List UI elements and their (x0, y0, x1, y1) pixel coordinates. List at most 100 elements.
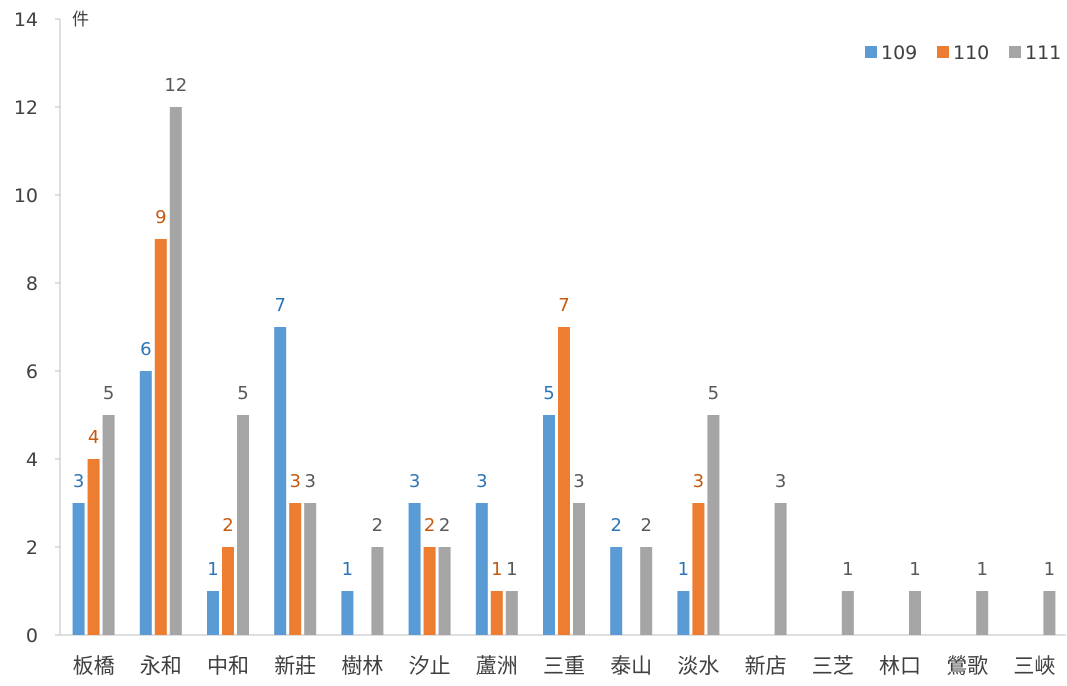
y-tick-label: 4 (26, 449, 38, 471)
bar-series-109 (341, 591, 354, 635)
bar-series-111 (573, 503, 585, 635)
x-tick-label: 泰山 (610, 654, 652, 678)
y-tick-label: 10 (14, 185, 38, 207)
bar-series-111 (640, 547, 653, 635)
x-tick-label: 三芝 (812, 654, 854, 678)
data-label-series-109: 1 (678, 559, 689, 580)
data-label-series-110: 1 (491, 559, 502, 580)
data-label-series-111: 2 (439, 515, 450, 536)
data-label-series-109: 1 (342, 559, 353, 580)
data-label-series-111: 2 (372, 515, 383, 536)
data-label-series-111: 5 (103, 383, 114, 404)
legend-swatch-111 (1009, 46, 1021, 58)
bar-series-109 (475, 503, 488, 635)
data-label-series-111: 3 (304, 471, 315, 492)
data-label-series-111: 12 (164, 75, 187, 96)
data-label-series-110: 3 (289, 471, 300, 492)
bar-series-110 (222, 547, 234, 635)
bar-series-109 (72, 503, 85, 635)
bar-series-111 (371, 547, 384, 635)
bar-series-110 (490, 591, 503, 635)
bar-series-110 (692, 503, 705, 635)
data-label-series-109: 5 (543, 383, 554, 404)
legend-label-111: 111 (1025, 42, 1061, 64)
x-tick-label: 林口 (879, 654, 921, 678)
data-label-series-109: 3 (73, 471, 84, 492)
data-label-series-110: 4 (88, 427, 99, 448)
x-tick-label: 樹林 (341, 654, 383, 678)
bar-series-109 (274, 327, 287, 635)
bar-series-111 (707, 415, 720, 635)
x-tick-label: 淡水 (677, 654, 719, 678)
data-label-series-111: 3 (573, 471, 584, 492)
bar-series-109 (543, 415, 555, 635)
data-label-series-109: 3 (476, 471, 487, 492)
x-tick-label: 永和 (140, 654, 182, 678)
legend-label-109: 109 (881, 42, 917, 64)
bar-series-111 (841, 591, 854, 635)
bar-series-110 (423, 547, 436, 635)
x-tick-label: 三重 (543, 654, 585, 678)
y-tick-label: 0 (26, 625, 38, 647)
data-label-series-111: 1 (1044, 559, 1055, 580)
bar-series-109 (139, 371, 152, 635)
bar-series-111 (909, 591, 921, 635)
bars (72, 107, 1056, 635)
bar-series-111 (169, 107, 182, 635)
legend-swatch-109 (865, 46, 877, 58)
data-label-series-109: 3 (409, 471, 420, 492)
bar-series-109 (408, 503, 421, 635)
bar-series-111 (774, 503, 787, 635)
data-label-series-111: 1 (909, 559, 920, 580)
y-tick-label: 12 (14, 97, 38, 119)
x-axis: 板橋 永和 中和 新莊 樹林 汐止 蘆洲 三重 泰山 淡水 新店 三芝 林口 鶯歌 三峽 (60, 634, 1066, 678)
x-tick-label: 鶯歌 (946, 654, 988, 678)
data-label-series-110: 7 (558, 295, 569, 316)
legend: 109 110 111 (865, 42, 1061, 64)
x-tick-label: 新莊 (274, 654, 316, 678)
x-tick-label: 汐止 (409, 654, 451, 678)
data-label-series-111: 1 (976, 559, 987, 580)
data-label-series-109: 1 (207, 559, 218, 580)
y-tick-label: 8 (26, 273, 38, 295)
y-tick-label: 14 (14, 9, 38, 31)
bar-series-110 (558, 327, 570, 635)
bar-series-110 (154, 239, 167, 635)
data-label-series-111: 1 (842, 559, 853, 580)
data-label-series-110: 2 (424, 515, 435, 536)
data-label-series-111: 5 (708, 383, 719, 404)
bar-series-111 (1043, 591, 1056, 635)
x-tick-label: 新店 (745, 654, 787, 678)
bar-series-110 (289, 503, 302, 635)
y-tick-label: 6 (26, 361, 38, 383)
y-axis-unit-label: 件 (72, 10, 89, 30)
bar-series-111 (976, 591, 989, 635)
bar-series-110 (87, 459, 100, 635)
bar-series-109 (677, 591, 690, 635)
bar-series-111 (102, 415, 115, 635)
legend-label-110: 110 (953, 42, 989, 64)
data-label-series-111: 1 (506, 559, 517, 580)
x-tick-label: 三峽 (1013, 654, 1055, 678)
bar-series-109 (207, 591, 219, 635)
data-label-series-111: 2 (640, 515, 651, 536)
data-label-series-110: 2 (222, 515, 233, 536)
data-label-series-111: 5 (237, 383, 248, 404)
y-axis: 0 2 4 6 8 10 12 14 (14, 9, 61, 647)
y-tick-label: 2 (26, 537, 38, 559)
legend-swatch-110 (937, 46, 949, 58)
data-label-series-111: 3 (775, 471, 786, 492)
data-label-series-110: 3 (693, 471, 704, 492)
data-label-series-109: 6 (140, 339, 151, 360)
x-tick-label: 中和 (207, 654, 249, 678)
x-tick-label: 板橋 (73, 654, 115, 678)
bar-series-109 (610, 547, 623, 635)
data-label-series-109: 7 (274, 295, 285, 316)
bar-series-111 (438, 547, 451, 635)
bar-series-111 (505, 591, 518, 635)
data-label-series-109: 2 (610, 515, 621, 536)
x-tick-label: 蘆洲 (476, 654, 518, 678)
